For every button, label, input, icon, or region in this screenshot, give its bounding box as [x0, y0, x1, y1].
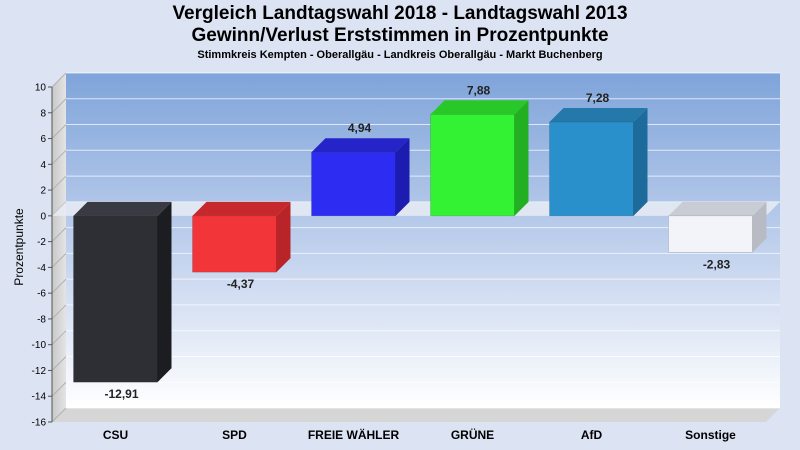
bar-front	[192, 215, 277, 273]
y-tick-label: -14	[32, 392, 47, 403]
x-tick-label: FREIE WÄHLER	[308, 427, 400, 442]
gridline-side	[51, 304, 67, 320]
gridline-side	[51, 149, 67, 165]
bars	[73, 100, 767, 383]
y-tick-label: 4	[40, 160, 46, 171]
gridline-side	[51, 381, 67, 397]
bar-csu	[73, 201, 172, 383]
bar-freie-wähler	[311, 138, 410, 217]
gridline-side	[51, 98, 67, 114]
bar-top	[73, 201, 172, 216]
y-tick-label: 0	[40, 211, 46, 222]
y-tick-label: -4	[37, 263, 46, 274]
x-tick-label: CSU	[103, 428, 128, 442]
y-tick-label: 6	[40, 134, 46, 145]
gridline-side	[51, 278, 67, 294]
bar-side	[157, 201, 172, 383]
bar-top	[192, 201, 291, 216]
gridline-side	[51, 253, 67, 268]
data-label: 4,94	[348, 121, 372, 135]
gridline-side	[51, 72, 67, 88]
bar-front	[73, 215, 158, 383]
chart-subtitle: Stimmkreis Kempten - Oberallgäu - Landkr…	[197, 49, 603, 61]
plot-background	[66, 73, 780, 408]
bar-top	[311, 138, 410, 153]
chart-title-block: Vergleich Landtagswahl 2018 - Landtagswa…	[0, 3, 800, 61]
bar-side	[752, 201, 767, 253]
bar-front	[430, 114, 515, 217]
y-axis-label: Prozentpunkte	[12, 208, 26, 286]
bar-sonstige	[668, 201, 767, 253]
bar-top	[668, 201, 767, 216]
bar-top	[549, 108, 648, 123]
bar-grüne	[430, 100, 529, 217]
chart-title-2: Gewinn/Verlust Erststimmen in Prozentpun…	[191, 25, 609, 46]
gridline-side	[51, 330, 67, 346]
x-tick-label: AfD	[581, 428, 603, 442]
y-tick-label: -12	[32, 366, 47, 377]
bar-front	[668, 215, 753, 253]
y-tick-label: 2	[40, 186, 46, 197]
gridline-side	[51, 227, 67, 242]
data-label: 7,28	[586, 91, 610, 105]
bar-spd	[192, 201, 291, 273]
bar-top	[430, 100, 529, 115]
x-tick-label: Sonstige	[685, 428, 736, 442]
data-label: -12,91	[104, 387, 138, 401]
y-axis: 10 8 6 4 2 0 -2 -4 -6 -8 -10 -12 -14 -16	[32, 83, 53, 429]
bar-front	[549, 121, 634, 217]
x-tick-label: GRÜNE	[451, 427, 494, 442]
gridline-side	[51, 124, 67, 139]
data-label: -2,83	[703, 257, 731, 271]
gridline-side	[51, 407, 67, 423]
bar-side	[395, 138, 410, 216]
x-tick-label: SPD	[222, 428, 247, 442]
bar-side	[276, 201, 291, 273]
plot-side-wall	[52, 73, 66, 422]
bar-side	[514, 100, 529, 216]
bar-afd	[549, 108, 648, 217]
plot-floor	[52, 408, 780, 422]
labels: -12,91 CSU -4,37 SPD 4,94 FREIE WÄHLER 7,88 GRÜ…	[103, 83, 736, 442]
y-tick-label: -10	[32, 340, 47, 351]
y-tick-label: -16	[32, 418, 47, 429]
data-label: -4,37	[227, 277, 255, 291]
y-tick-label: -8	[37, 314, 46, 325]
bar-front	[311, 151, 396, 217]
y-tick-label: 8	[40, 108, 46, 119]
gridline-side	[51, 175, 67, 191]
bar-side	[633, 108, 648, 216]
y-tick-label: -2	[37, 237, 46, 248]
data-label: 7,88	[467, 83, 491, 97]
y-tick-label: -6	[37, 289, 46, 300]
gridline-side	[51, 356, 67, 371]
chart-title: Vergleich Landtagswahl 2018 - Landtagswa…	[172, 3, 628, 24]
y-tick-label: 10	[35, 83, 47, 94]
